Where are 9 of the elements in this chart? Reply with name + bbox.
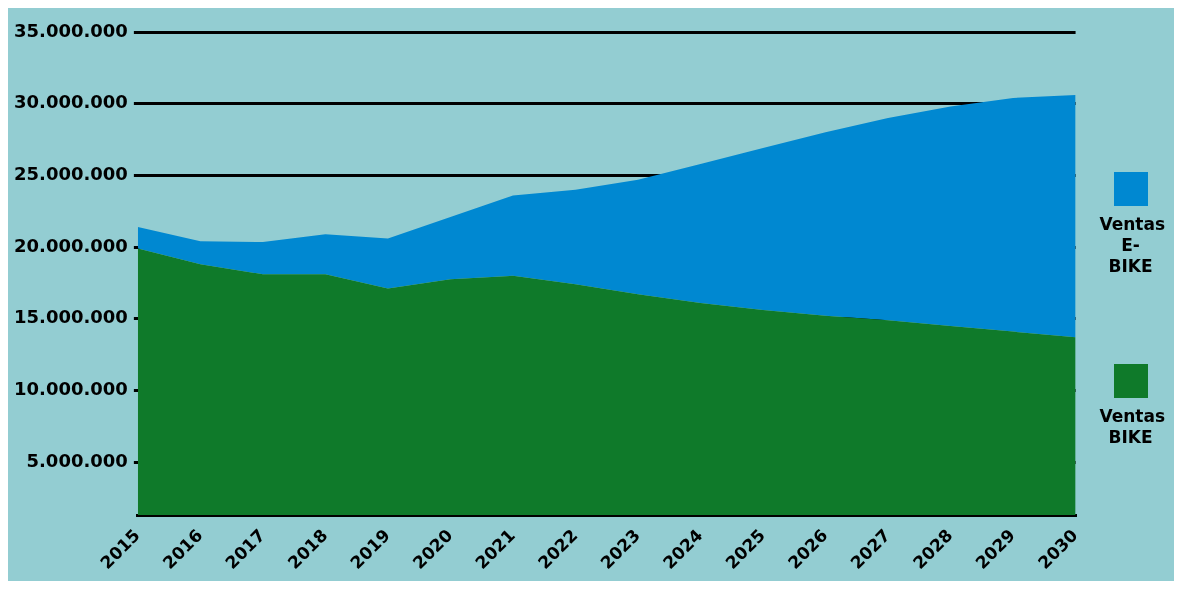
y-tick-label: 5.000.000 (26, 449, 128, 471)
y-tick-label: 20.000.000 (14, 234, 128, 256)
y-tick-label: 30.000.000 (14, 91, 128, 113)
y-tick-label: 15.000.000 (14, 306, 128, 328)
legend-label: Ventas E-BIKE (1099, 213, 1166, 277)
y-tick-label: 35.000.000 (14, 19, 128, 41)
legend-label: Ventas BIKE (1099, 405, 1166, 448)
y-tick-label: 10.000.000 (14, 378, 128, 400)
y-tick-label: 25.000.000 (14, 163, 128, 185)
